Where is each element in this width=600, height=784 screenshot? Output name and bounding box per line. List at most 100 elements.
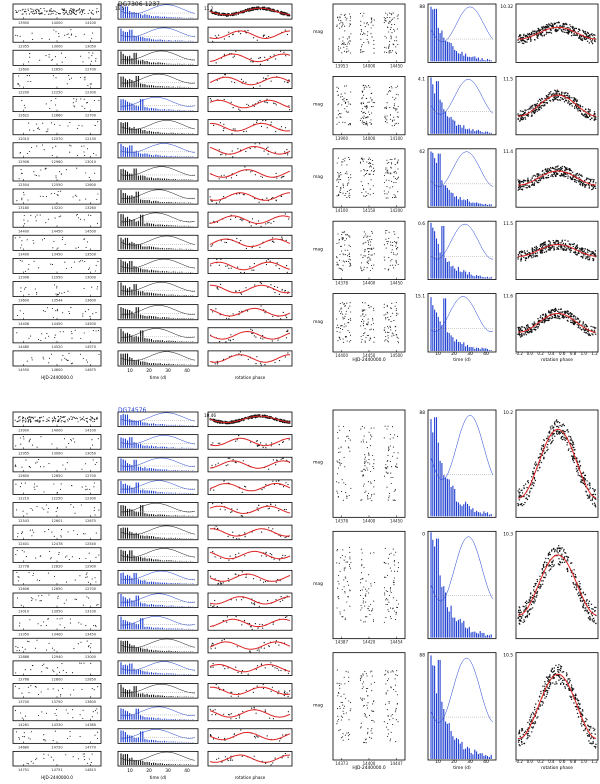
bottom-left-lightcurve-point: [21, 417, 24, 419]
top-left-lightcurve-point: [84, 12, 86, 15]
top-left-phased-point: [228, 31, 230, 33]
top-left-lightcurve-frame: [12, 119, 102, 136]
bottom-left-lightcurve-point: [19, 437, 21, 439]
top-left-phased-fit-curve: [209, 30, 291, 40]
bottom-left-phased-phase: [209, 550, 291, 561]
top-right-lightcurve-point: [396, 116, 398, 118]
bottom-left-phased-point: [240, 729, 242, 731]
bottom-left-periodogram-spectrum: [120, 593, 196, 607]
top-left-lightcurve-point: [83, 151, 85, 153]
bottom-left-lightcurve-point: [81, 417, 83, 420]
top-right-lightcurve-point: [395, 108, 397, 110]
top-right-phased-point: [533, 39, 536, 41]
bottom-left-phased-point: [275, 464, 277, 466]
top-left-lightcurve-8-ticks: 13180 13220 13260: [18, 202, 96, 210]
top-right-lightcurve-point: [363, 50, 365, 53]
bottom-left-phased-point: [275, 480, 277, 482]
top-right-phased-point: [522, 118, 524, 120]
top-right-phased-point: [530, 39, 532, 41]
top-left-phased-point: [274, 361, 276, 364]
top-left-lightcurve-12-tick-label: 13600: [18, 299, 29, 303]
top-left-phased-value: 11.2: [204, 6, 214, 11]
top-left-lightcurve-point: [98, 353, 100, 356]
top-left-lightcurve-point: [35, 174, 38, 176]
top-left-lightcurve-point: [31, 11, 33, 13]
top-left-lightcurve-10-tick-label: 13500: [85, 252, 96, 256]
top-left-lightcurve-point: [96, 8, 98, 10]
top-right-lightcurve-point: [344, 30, 346, 32]
bottom-left-phased-point: [254, 414, 256, 416]
top-right-lightcurve-point: [370, 123, 372, 125]
top-right-lightcurve-point: [341, 43, 343, 45]
top-right-lightcurve-point: [392, 119, 394, 121]
bottom-left-phased-point: [242, 460, 244, 462]
bottom-left-phased-point: [268, 468, 270, 470]
top-right-lightcurve-point: [385, 118, 387, 120]
top-right-phased-point: [549, 24, 552, 27]
bottom-left-phased-point: [230, 758, 232, 760]
bottom-left-lightcurve-point: [28, 571, 30, 574]
top-right-phased-point: [567, 93, 569, 95]
bottom-left-lightcurve-point: [82, 717, 84, 720]
bottom-left-lightcurve-point: [81, 688, 83, 690]
bottom-left-lightcurve-point: [97, 731, 99, 733]
bottom-left-phased-frame: [207, 434, 293, 450]
bottom-left-lightcurve-point: [15, 445, 17, 447]
bottom-left-phased-point: [235, 717, 237, 720]
bottom-left-phased-point: [255, 440, 258, 442]
bottom-left-lightcurve-point: [57, 595, 59, 597]
bottom-left-lightcurve-point: [59, 488, 62, 490]
bottom-left-lightcurve-point: [35, 758, 37, 760]
bottom-left-lightcurve-point: [44, 531, 46, 533]
top-right-lightcurve-point: [367, 101, 369, 104]
bottom-left-lightcurve-point: [27, 763, 30, 765]
bottom-left-lightcurve-point: [17, 647, 19, 649]
bottom-left-phased-point: [272, 623, 274, 625]
top-right-phased-point: [578, 28, 580, 30]
top-right-lightcurve-point: [370, 106, 372, 108]
bottom-left-phased-point: [272, 718, 274, 720]
top-left-periodogram-frame: [117, 188, 199, 205]
top-left-phased-frame: [207, 257, 293, 274]
top-left-phased-point: [269, 55, 271, 58]
top-left-lightcurve-point: [39, 13, 41, 15]
bottom-left-phased-point: [274, 504, 277, 506]
top-left-phased-point: [273, 241, 275, 243]
top-right-lightcurve-point: [346, 43, 348, 45]
top-left-lightcurve-point: [26, 75, 28, 77]
bottom-left-lightcurve-points: [15, 662, 92, 674]
top-right-phased-point: [556, 22, 558, 24]
bottom-left-lightcurve-point: [80, 623, 82, 625]
top-left-lightcurve-point: [90, 83, 92, 85]
top-left-phased-point: [264, 6, 266, 8]
bottom-left-lightcurve-point: [61, 416, 63, 418]
top-left-lightcurve-point: [80, 337, 82, 340]
bottom-left-phased-fit-curve: [209, 482, 291, 492]
bottom-left-lightcurve-point: [86, 596, 88, 598]
bottom-left-lightcurve-frame: [12, 547, 102, 563]
top-right-lightcurve-point: [362, 97, 364, 99]
bottom-left-lightcurve-point: [30, 420, 32, 422]
top-right-phased-point: [547, 32, 549, 34]
bottom-left-lightcurve-point: [43, 466, 45, 468]
top-right-lightcurve-point: [388, 51, 390, 53]
top-left-lightcurve-point: [68, 10, 71, 12]
top-right-phased-point: [549, 31, 551, 34]
bottom-left-lightcurve-point: [18, 576, 20, 578]
bottom-left-phased-point: [217, 736, 220, 738]
top-right-lightcurve-point: [366, 34, 368, 36]
top-left-lightcurve-point: [19, 236, 21, 238]
top-left-phased-point: [234, 82, 236, 84]
top-right-lightcurve-point: [341, 95, 343, 97]
top-left-periodogram-trend: [120, 120, 196, 130]
top-right-phased-point: [527, 38, 530, 40]
top-right-lightcurve-point: [360, 103, 363, 105]
top-left-phased-fit-curve: [209, 215, 291, 225]
bottom-left-phased-point: [256, 685, 258, 687]
top-left-periodogram-trend: [120, 282, 195, 292]
bottom-left-phased-point: [241, 755, 243, 757]
bottom-left-lightcurve-point: [35, 686, 37, 688]
top-right-lightcurve-point: [348, 25, 350, 27]
top-left-lightcurve-point: [76, 98, 78, 100]
top-right-lightcurve-point: [386, 14, 389, 16]
